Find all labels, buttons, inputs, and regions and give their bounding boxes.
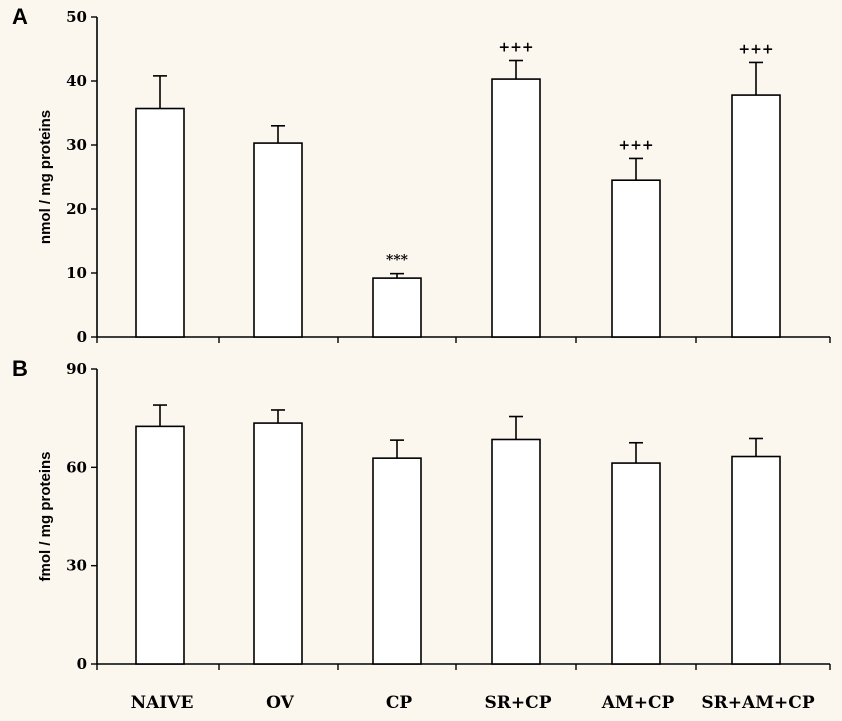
panel-a-bar-sr-cp xyxy=(491,78,541,338)
x-category-label: CP xyxy=(386,693,413,713)
panel-a-significance-label: *** xyxy=(386,253,409,269)
panel-b-y-tick-label: 60 xyxy=(66,458,87,476)
panel-a-bar-sr-am-cp xyxy=(731,94,781,338)
x-category-label: SR+AM+CP xyxy=(701,693,814,713)
x-category-label: AM+CP xyxy=(601,693,675,713)
panel-b-label: B xyxy=(12,356,28,381)
panel-b-bar-naive xyxy=(135,425,185,665)
panel-a-y-tick-label: 20 xyxy=(66,200,87,218)
panel-b-y-tick-label: 30 xyxy=(66,557,87,575)
panel-a-bar-naive xyxy=(135,107,185,338)
panel-b-y-tick-label: 90 xyxy=(66,360,87,378)
panel-a-y-tick-label: 10 xyxy=(66,264,87,282)
x-category-label: OV xyxy=(266,693,295,713)
panel-a-significance-label: +++ xyxy=(738,41,773,57)
panel-a-y-tick-label: 50 xyxy=(66,8,87,26)
panel-b-bar-cp xyxy=(372,457,422,665)
panel-b-bar-sr-am-cp xyxy=(731,455,781,665)
panel-a-significance-label: +++ xyxy=(498,40,533,56)
x-category-label: SR+CP xyxy=(485,693,552,713)
panel-b-bar-ov xyxy=(253,422,303,665)
panel-b-bar-sr-cp xyxy=(491,438,541,665)
panel-a-y-tick-label: 30 xyxy=(66,136,87,154)
panel-b-y-axis-label: fmol / mg proteins xyxy=(37,451,54,581)
x-category-label: NAIVE xyxy=(131,693,194,713)
panel-a-y-tick-label: 0 xyxy=(77,328,87,346)
panel-a-bar-am-cp xyxy=(611,179,661,338)
panel-a-bar-cp xyxy=(372,277,422,338)
panel-a-y-axis-label: nmol / mg proteins xyxy=(37,110,54,244)
panel-b-y-tick-label: 0 xyxy=(77,655,87,673)
panel-a-y-tick-label: 40 xyxy=(66,72,87,90)
panel-b-bar-am-cp xyxy=(611,462,661,665)
panel-a-bar-ov xyxy=(253,142,303,338)
panel-a-significance-label: +++ xyxy=(618,137,653,153)
panel-a-label: A xyxy=(12,4,28,29)
